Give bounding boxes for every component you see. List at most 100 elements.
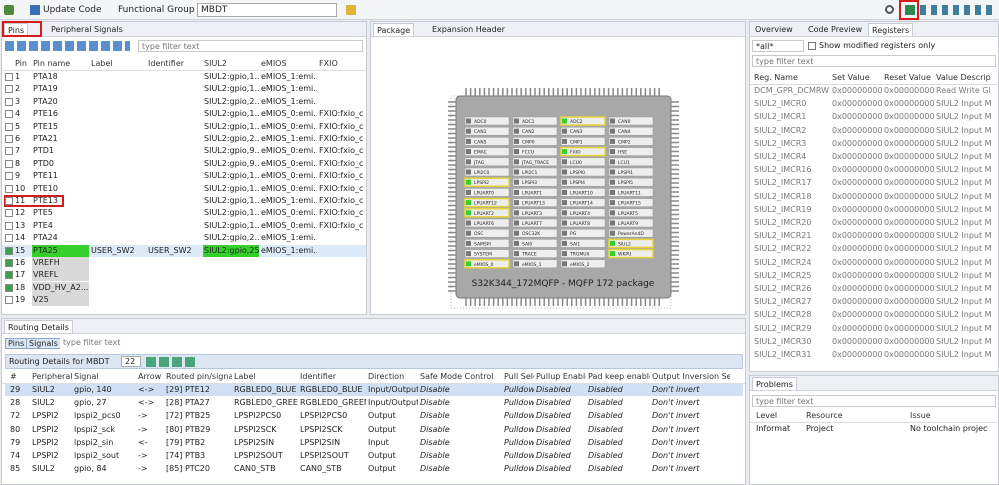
peripheral-block[interactable] [560, 137, 606, 146]
peripheral-block[interactable] [560, 167, 606, 177]
peripheral-block[interactable] [512, 126, 558, 136]
peripheral-block[interactable] [512, 239, 558, 248]
peripheral-block[interactable] [560, 146, 606, 157]
checkbox[interactable] [5, 147, 13, 156]
tab[interactable]: Peripheral Signals [51, 25, 123, 34]
peripheral-block[interactable] [560, 239, 606, 248]
peripheral-block[interactable] [464, 137, 510, 146]
peripheral-block[interactable] [608, 147, 654, 156]
checkbox[interactable] [5, 110, 13, 119]
peripheral-block[interactable] [464, 116, 510, 126]
pins-tool-icon[interactable] [905, 5, 915, 15]
peripheral-block[interactable] [560, 126, 606, 136]
icon[interactable] [346, 5, 356, 15]
peripheral-block[interactable] [512, 116, 558, 126]
peripheral-block[interactable] [608, 167, 654, 177]
toggle-button[interactable]: Signals [26, 338, 61, 349]
peripheral-block[interactable] [464, 249, 510, 258]
peripheral-block[interactable] [608, 228, 654, 238]
peripheral-block[interactable] [608, 116, 654, 126]
peripheral-block[interactable] [512, 157, 558, 167]
filter-input[interactable]: type filter text [752, 55, 996, 67]
peripheral-block[interactable] [608, 198, 654, 207]
peripheral-block[interactable] [608, 157, 654, 167]
peripheral-block[interactable] [512, 167, 558, 177]
tab[interactable]: Registers [868, 23, 914, 36]
tab[interactable]: Package [373, 23, 415, 36]
peripheral-block[interactable] [560, 198, 606, 207]
checkbox[interactable] [5, 271, 13, 280]
row-buttons[interactable] [146, 357, 198, 367]
peripheral-block[interactable] [512, 137, 558, 146]
tab[interactable]: Code Preview [808, 25, 863, 34]
peripheral-block[interactable] [560, 249, 606, 258]
tab[interactable]: Routing Details [4, 320, 73, 333]
peripheral-block[interactable] [512, 188, 558, 197]
scope-select[interactable]: *all* [752, 40, 804, 52]
tab[interactable]: Problems [752, 377, 797, 390]
peripheral-block[interactable] [560, 208, 606, 218]
checkbox[interactable] [5, 97, 13, 106]
checkbox[interactable] [5, 259, 13, 267]
peripheral-block[interactable] [512, 259, 558, 269]
checkbox[interactable] [5, 283, 13, 292]
peripheral-block[interactable] [608, 208, 654, 218]
checkbox[interactable] [5, 73, 13, 81]
peripheral-block[interactable] [608, 188, 654, 197]
filter-input[interactable]: type filter text [138, 40, 363, 52]
view-buttons[interactable] [5, 41, 130, 51]
checkbox[interactable] [5, 135, 13, 143]
peripheral-block[interactable] [464, 197, 510, 208]
toggle-button[interactable]: Pins [5, 338, 28, 349]
peripheral-block[interactable] [560, 218, 606, 228]
peripheral-block[interactable] [608, 177, 654, 187]
peripheral-block[interactable] [608, 248, 654, 259]
checkbox[interactable] [5, 159, 13, 168]
icon[interactable] [30, 5, 40, 15]
tab[interactable]: Expansion Header [432, 25, 505, 34]
peripheral-block[interactable] [464, 208, 510, 218]
peripheral-block[interactable] [464, 228, 510, 238]
checkbox[interactable] [5, 85, 13, 94]
checkbox[interactable] [5, 172, 13, 181]
peripheral-block[interactable] [560, 259, 606, 269]
peripheral-block[interactable] [464, 126, 510, 136]
group-select[interactable]: MBDT [197, 3, 337, 17]
peripheral-block[interactable] [464, 157, 510, 167]
peripheral-block[interactable] [464, 218, 510, 228]
peripheral-block[interactable] [464, 177, 510, 187]
checkbox[interactable] [5, 296, 13, 305]
peripheral-block[interactable] [608, 137, 654, 146]
peripheral-block[interactable] [560, 177, 606, 187]
peripheral-block[interactable] [512, 147, 558, 156]
peripheral-block[interactable] [560, 188, 606, 197]
peripheral-block[interactable] [512, 198, 558, 207]
checkbox[interactable] [5, 246, 13, 255]
icon[interactable] [4, 5, 14, 15]
checkbox[interactable] [5, 221, 13, 230]
checkbox[interactable] [5, 209, 13, 218]
checkbox-label[interactable]: Show modified registers only [819, 41, 936, 50]
tab[interactable]: Overview [755, 25, 793, 34]
peripheral-block[interactable] [560, 157, 606, 167]
peripheral-block[interactable] [464, 167, 510, 177]
checkbox[interactable] [5, 122, 13, 131]
filter-input[interactable]: type filter text [752, 395, 996, 407]
peripheral-block[interactable] [608, 238, 654, 249]
checkbox[interactable] [808, 42, 816, 50]
peripheral-block[interactable] [608, 218, 654, 228]
peripheral-block[interactable] [464, 259, 510, 269]
tab[interactable]: Pins [4, 23, 29, 36]
peripheral-block[interactable] [512, 208, 558, 218]
search-icon[interactable] [885, 5, 894, 14]
peripheral-block[interactable] [560, 116, 606, 126]
checkbox[interactable] [5, 234, 13, 243]
checkbox[interactable] [5, 184, 13, 193]
peripheral-block[interactable] [512, 177, 558, 187]
peripheral-block[interactable] [512, 218, 558, 228]
peripheral-block[interactable] [464, 147, 510, 156]
peripheral-block[interactable] [464, 239, 510, 248]
peripheral-block[interactable] [512, 228, 558, 238]
peripheral-block[interactable] [464, 188, 510, 197]
peripheral-block[interactable] [560, 228, 606, 238]
